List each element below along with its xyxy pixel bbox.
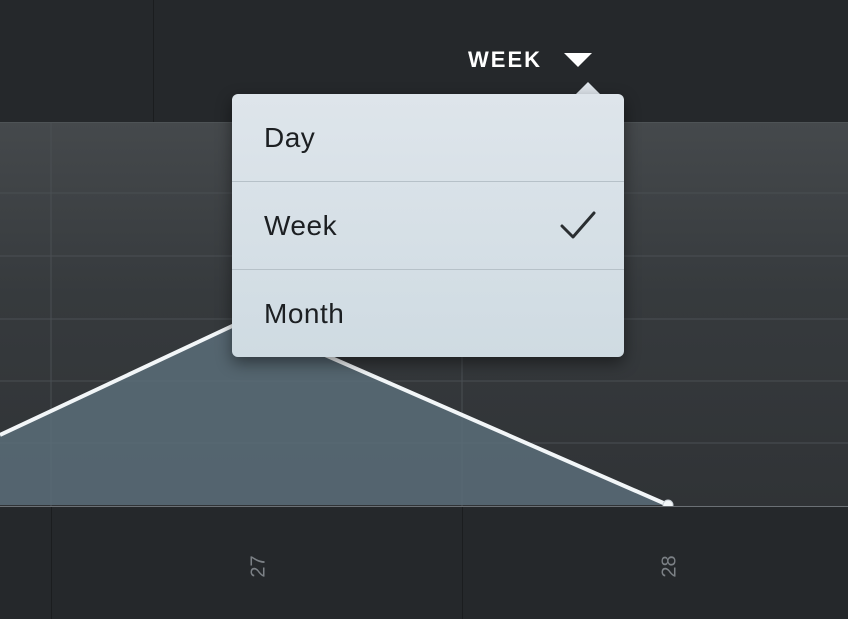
- axis-divider: [51, 507, 52, 619]
- dropdown-pointer: [574, 82, 602, 96]
- x-tick-label: 28: [658, 555, 681, 578]
- header-divider: [153, 0, 154, 122]
- menu-item-label: Month: [264, 297, 345, 329]
- period-dropdown-menu: Day Week Month: [232, 94, 624, 357]
- checkmark-icon: [560, 211, 596, 239]
- period-selector-button[interactable]: WEEK: [468, 42, 592, 78]
- menu-item-label: Week: [264, 209, 338, 241]
- menu-item-day[interactable]: Day: [232, 94, 624, 182]
- period-label: WEEK: [468, 47, 542, 72]
- menu-item-month[interactable]: Month: [232, 270, 624, 357]
- x-tick-label: 27: [247, 555, 270, 578]
- area-fill: [0, 320, 668, 505]
- caret-down-icon[interactable]: [564, 53, 592, 67]
- menu-item-label: Day: [264, 121, 316, 153]
- axis-divider: [462, 507, 463, 619]
- x-axis: 27 28: [0, 506, 848, 619]
- data-point[interactable]: [662, 499, 674, 507]
- menu-item-week[interactable]: Week: [232, 182, 624, 270]
